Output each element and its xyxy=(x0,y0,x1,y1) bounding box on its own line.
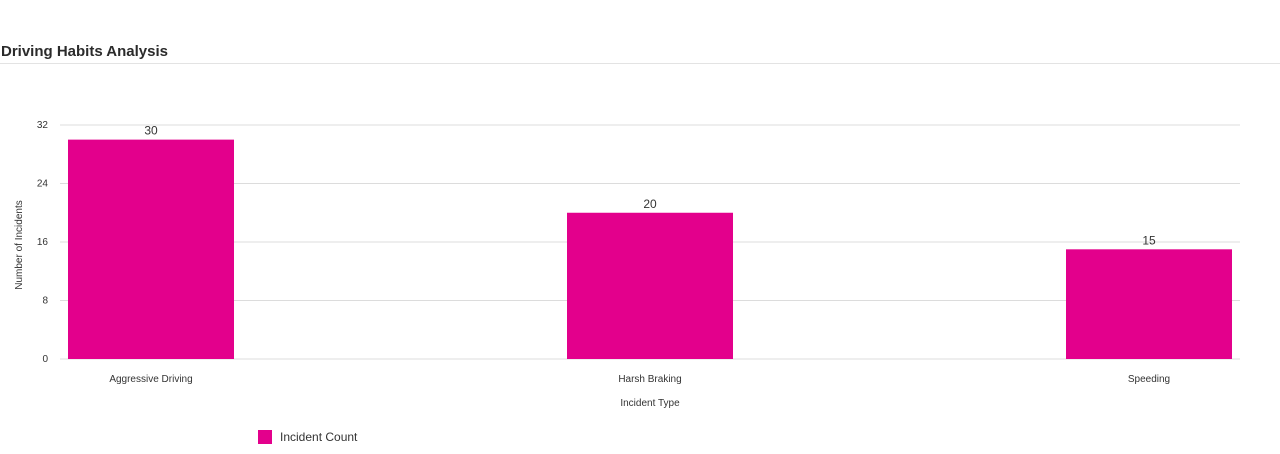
y-tick-label: 24 xyxy=(37,179,49,190)
x-tick-label: Harsh Braking xyxy=(618,374,681,385)
bar-harsh-braking[interactable] xyxy=(567,212,733,359)
x-axis-title: Incident Type xyxy=(620,398,680,409)
data-label: 30 xyxy=(144,124,158,138)
data-label: 15 xyxy=(1142,233,1156,247)
y-tick-label: 16 xyxy=(37,237,49,248)
bar-aggressive-driving[interactable] xyxy=(68,139,234,359)
page-title: Driving Habits Analysis xyxy=(1,43,168,60)
x-tick-label: Aggressive Driving xyxy=(109,374,192,385)
y-axis-ticks: 0 8 16 24 32 xyxy=(37,120,49,365)
bar-chart: 0 8 16 24 32 30 20 15 Aggressive Driving Harsh … xyxy=(14,120,1240,409)
x-tick-label: Speeding xyxy=(1128,374,1170,385)
y-axis-title: Number of Incidents xyxy=(14,200,25,290)
legend-swatch xyxy=(258,430,272,444)
y-tick-label: 32 xyxy=(37,120,49,131)
y-tick-label: 0 xyxy=(42,354,48,365)
legend-label-incident-count: Incident Count xyxy=(280,430,358,444)
bar-speeding[interactable] xyxy=(1066,249,1232,359)
x-axis-ticks: Aggressive Driving Harsh Braking Speeding xyxy=(109,374,1170,385)
y-tick-label: 8 xyxy=(42,296,48,307)
chart-header: Driving Habits Analysis xyxy=(0,0,1280,64)
data-labels: 30 20 15 xyxy=(144,124,1156,248)
bars xyxy=(68,139,1232,359)
legend: Incident Count xyxy=(258,430,357,444)
data-label: 20 xyxy=(643,197,657,211)
